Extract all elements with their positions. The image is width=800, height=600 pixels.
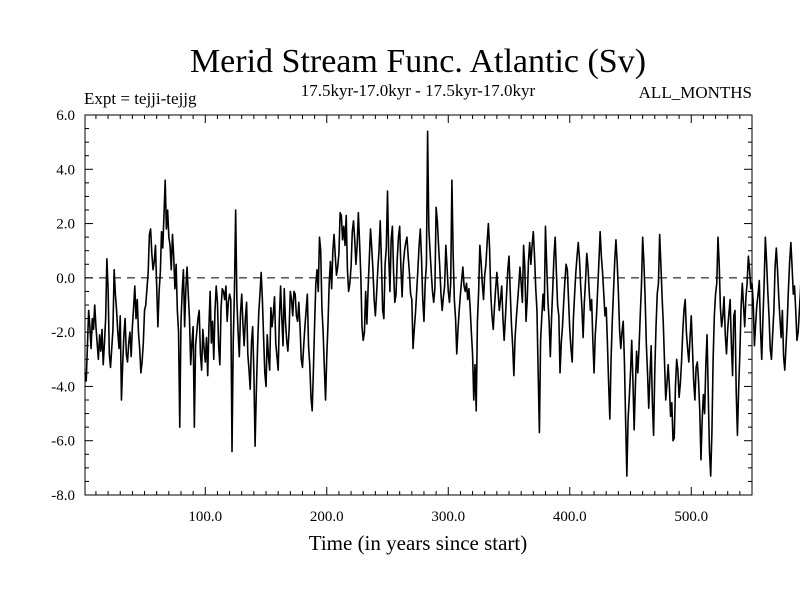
series-line [84, 130, 800, 477]
chart-title: Merid Stream Func. Atlantic (Sv) [190, 43, 646, 80]
y-tick-label: 0.0 [56, 271, 75, 287]
x-tick-label: 400.0 [553, 509, 587, 525]
y-tick-label: 6.0 [56, 108, 75, 124]
subtitle-months: ALL_MONTHS [639, 83, 752, 102]
y-tick-label: -2.0 [51, 325, 75, 341]
x-tick-label: 500.0 [674, 509, 708, 525]
x-tick-label: 200.0 [310, 509, 344, 525]
y-tick-label: -8.0 [51, 488, 75, 504]
x-axis-label: Time (in years since start) [309, 531, 528, 555]
subtitle-period: 17.5kyr-17.0kyr - 17.5kyr-17.0kyr [301, 81, 536, 100]
tick-labels: -8.0 -6.0 -4.0 -2.0 0.0 2.0 4.0 6.0 100.0 200.0 30… [51, 108, 708, 525]
plot-frame [84, 114, 753, 496]
x-tick-label: 100.0 [188, 509, 222, 525]
y-tick-label: 2.0 [56, 217, 75, 233]
y-tick-label: -4.0 [51, 379, 75, 395]
y-tick-label: -6.0 [51, 434, 75, 450]
axis-ticks [85, 114, 753, 496]
y-tick-label: 4.0 [56, 162, 75, 178]
x-tick-label: 300.0 [431, 509, 465, 525]
subtitle-experiment: Expt = tejji-tejjg [84, 89, 197, 108]
